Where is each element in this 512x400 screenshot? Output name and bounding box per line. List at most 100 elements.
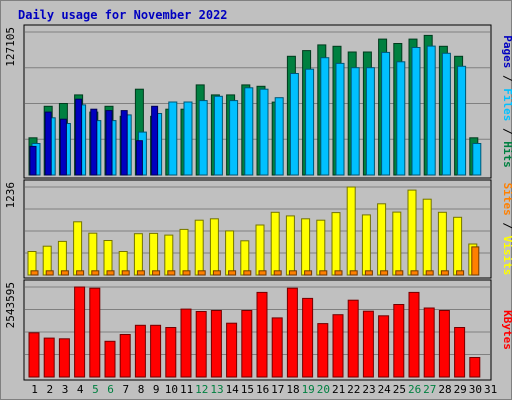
bar-kbytes-day-17 [271,317,283,378]
x-tick-label-day-16: 16 [256,383,269,396]
x-tick-label-day-1: 1 [31,383,38,396]
bar-visits-day-17 [270,211,280,276]
bar-kbytes-day-4 [74,286,86,378]
legend-separator: / [501,216,512,236]
bar-files-day-12 [198,100,208,176]
x-tick-label-day-30: 30 [469,383,482,396]
bar-pages-day-1 [29,145,37,176]
bar-sites-day-2 [45,270,54,276]
bar-sites-day-9 [152,270,161,276]
y-axis-max-label: 2543595 [4,282,17,328]
bar-files-day-11 [183,101,193,176]
bar-visits-day-3 [57,240,67,276]
bar-visits-day-28 [437,211,447,276]
bar-visits-day-19 [301,218,311,276]
x-tick-label-day-10: 10 [165,383,178,396]
bar-kbytes-day-11 [180,308,192,378]
x-tick-label-day-26: 26 [408,383,421,396]
bar-kbytes-day-9 [150,324,162,378]
bar-sites-day-5 [91,270,100,276]
bar-sites-day-27 [425,270,434,276]
bar-files-day-17 [274,97,284,176]
bar-visits-day-18 [285,215,295,276]
bar-sites-day-8 [136,270,145,276]
bar-visits-day-14 [225,230,235,276]
bar-visits-day-16 [255,224,265,276]
bar-kbytes-day-7 [119,334,131,378]
bar-files-day-25 [396,61,406,176]
bar-sites-day-14 [228,270,237,276]
bar-kbytes-day-18 [286,287,298,378]
x-tick-label-day-2: 2 [46,383,53,396]
bar-files-day-13 [213,95,223,176]
bar-files-day-24 [381,51,391,176]
x-tick-label-day-8: 8 [138,383,145,396]
x-tick-label-day-15: 15 [241,383,254,396]
legend-hits-files-pages: Pages / Files / Hits [501,35,512,168]
bar-sites-day-6 [106,270,115,276]
bar-files-day-20 [320,57,330,176]
bar-kbytes-day-28 [438,310,450,378]
bar-sites-day-12 [197,270,206,276]
bar-pages-day-2 [44,111,52,176]
bar-kbytes-day-27 [423,307,435,378]
x-tick-label-day-11: 11 [180,383,193,396]
x-tick-label-day-5: 5 [92,383,99,396]
bar-sites-day-20 [319,270,328,276]
bar-sites-day-23 [364,270,373,276]
legend-visits-sites: Sites / Visits [501,183,512,276]
bar-visits-day-4 [73,221,83,276]
bar-visits-day-25 [392,211,402,276]
bar-files-day-23 [365,67,375,176]
bar-kbytes-day-13 [210,310,222,378]
bar-kbytes-day-30 [469,357,481,378]
y-axis-max-label: 127105 [4,27,17,67]
panel-kbytes: 2543595 KBytes [4,279,512,381]
bar-kbytes-day-24 [378,315,390,378]
x-tick-label-day-22: 22 [347,383,360,396]
bar-files-day-16 [259,88,269,176]
x-tick-label-day-12: 12 [195,383,208,396]
bar-sites-day-29 [456,270,465,276]
bar-files-day-15 [244,87,254,176]
bar-kbytes-day-14 [226,322,238,378]
bar-visits-day-6 [103,240,113,276]
bar-files-day-30 [472,143,482,176]
legend-kbytes: KBytes [501,310,512,350]
bar-sites-day-21 [334,270,343,276]
bar-kbytes-day-8 [134,324,146,378]
bar-visits-day-10 [164,234,174,276]
bar-sites-day-30 [471,246,480,276]
bar-visits-day-15 [240,240,250,276]
y-axis-max-label: 1236 [4,182,17,209]
bar-sites-day-4 [76,270,85,276]
legend-item-hits: Hits [501,141,512,168]
x-tick-label-day-24: 24 [378,383,392,396]
x-tick-label-day-7: 7 [122,383,129,396]
bar-kbytes-day-1 [28,332,40,378]
bar-kbytes-day-19 [302,297,314,378]
bar-sites-day-16 [258,270,267,276]
bar-kbytes-day-25 [393,304,405,378]
x-tick-label-day-19: 19 [302,383,315,396]
x-tick-label-day-3: 3 [62,383,69,396]
bar-files-day-18 [289,73,299,176]
bar-pages-day-8 [135,140,143,176]
legend-item-kbytes: KBytes [501,310,512,350]
panel-hits-files-pages: 127105 Pages / Files / Hits [4,24,512,179]
bar-files-day-26 [411,47,421,176]
x-tick-label-day-14: 14 [226,383,240,396]
legend-item-sites: Sites [501,183,512,216]
bar-sites-day-24 [380,270,389,276]
bar-files-day-19 [305,68,315,176]
bar-kbytes-day-16 [256,291,268,378]
bar-kbytes-day-6 [104,340,116,378]
bar-visits-day-5 [88,232,98,276]
bar-kbytes-day-22 [347,299,359,378]
bar-sites-day-18 [288,270,297,276]
chart-title: Daily usage for November 2022 [18,8,228,22]
bar-sites-day-28 [440,270,449,276]
bar-sites-day-17 [273,270,282,276]
x-tick-label-day-23: 23 [362,383,375,396]
bar-kbytes-day-29 [454,327,466,378]
